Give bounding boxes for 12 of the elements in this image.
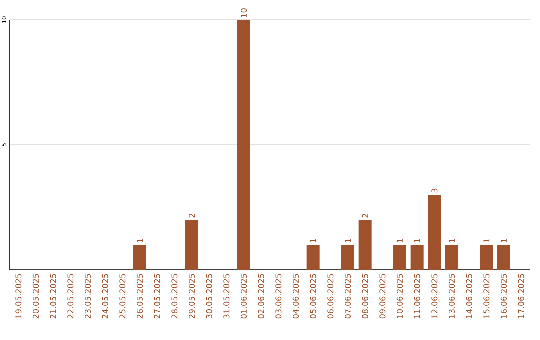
bar — [238, 20, 250, 270]
bar — [446, 245, 459, 270]
bar — [186, 220, 198, 270]
bar — [342, 245, 355, 270]
bar — [410, 245, 424, 270]
bar — [358, 220, 372, 270]
bar — [480, 245, 494, 270]
bar — [306, 245, 320, 270]
bar — [394, 245, 407, 270]
bar — [134, 245, 146, 270]
bar — [498, 245, 511, 270]
bar — [428, 195, 442, 270]
